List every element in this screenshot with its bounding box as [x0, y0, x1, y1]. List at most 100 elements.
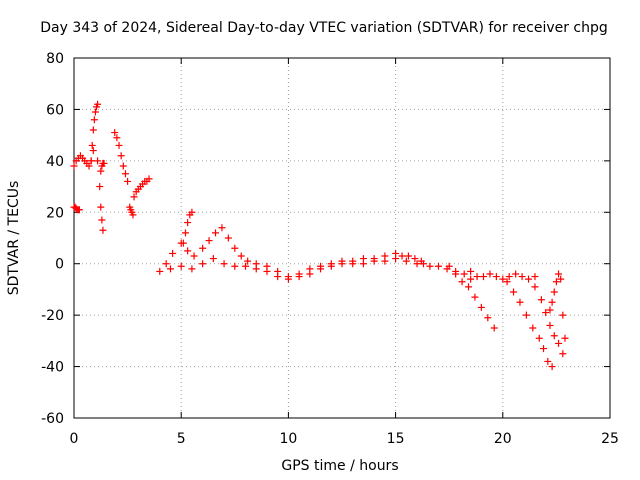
data-point — [98, 216, 106, 224]
x-tick-label: 15 — [387, 431, 405, 447]
data-point — [317, 265, 325, 273]
x-tick-label: 20 — [494, 431, 512, 447]
data-point — [162, 260, 170, 268]
data-point — [97, 203, 105, 211]
data-point — [237, 252, 245, 260]
data-point — [94, 100, 102, 108]
data-point — [129, 211, 137, 219]
data-point — [557, 275, 565, 283]
data-point — [90, 116, 98, 124]
data-point — [370, 257, 378, 265]
data-point — [452, 270, 460, 278]
y-tick-label: 20 — [46, 205, 64, 221]
data-point — [490, 324, 498, 332]
data-point — [531, 283, 539, 291]
x-tick-label: 10 — [279, 431, 297, 447]
data-point — [486, 270, 494, 278]
data-point — [209, 255, 217, 263]
data-point — [111, 129, 119, 137]
data-point — [85, 162, 93, 170]
data-point — [181, 229, 189, 237]
data-point — [398, 252, 406, 260]
data-point — [188, 265, 196, 273]
data-point — [550, 332, 558, 340]
data-point — [349, 260, 357, 268]
data-point — [263, 267, 271, 275]
data-point — [542, 309, 550, 317]
data-point — [113, 134, 121, 142]
data-point — [445, 262, 453, 270]
data-point — [529, 324, 537, 332]
data-point — [188, 208, 196, 216]
data-point — [97, 167, 105, 175]
data-point — [199, 260, 207, 268]
data-point — [503, 278, 511, 286]
data-point — [535, 334, 543, 342]
data-point — [145, 175, 153, 183]
data-point — [559, 350, 567, 358]
data-point — [115, 141, 123, 149]
x-axis-label: GPS time / hours — [281, 458, 398, 474]
data-point — [544, 357, 552, 365]
data-point — [177, 262, 185, 270]
x-tick-label: 5 — [177, 431, 186, 447]
data-point — [492, 273, 500, 281]
series-arc-3 — [126, 203, 137, 219]
data-point — [512, 270, 520, 278]
data-point — [525, 275, 533, 283]
y-tick-label: -40 — [41, 360, 64, 376]
data-point — [89, 147, 97, 155]
y-tick-label: -20 — [41, 308, 64, 324]
series-arc-late-c — [467, 270, 539, 283]
data-point — [499, 275, 507, 283]
data-point — [505, 273, 513, 281]
data-point — [224, 234, 232, 242]
data-point — [295, 273, 303, 281]
data-point — [411, 255, 419, 263]
data-point — [480, 273, 488, 281]
y-axis-label: SDTVAR / TECUs — [6, 181, 22, 296]
data-point — [199, 244, 207, 252]
data-point — [477, 303, 485, 311]
data-point — [212, 229, 220, 237]
data-point — [166, 265, 174, 273]
data-point — [190, 252, 198, 260]
data-point — [218, 224, 226, 232]
data-points — [70, 100, 569, 371]
data-point — [550, 288, 558, 296]
data-point — [546, 321, 554, 329]
data-point — [559, 311, 567, 319]
data-point — [404, 252, 412, 260]
data-point — [156, 267, 164, 275]
series-arc-late-b — [445, 262, 498, 332]
x-tick-label: 0 — [70, 431, 79, 447]
x-tick-label: 25 — [601, 431, 619, 447]
series-arc-early-low — [70, 203, 83, 214]
grid — [74, 58, 610, 418]
y-tick-label: -60 — [41, 411, 64, 427]
data-point — [555, 270, 563, 278]
data-point — [220, 260, 228, 268]
series-arc-4 — [130, 175, 153, 201]
data-point — [75, 206, 83, 214]
data-point — [473, 273, 481, 281]
data-point — [552, 278, 560, 286]
data-point — [284, 275, 292, 283]
data-point — [402, 257, 410, 265]
data-point — [548, 298, 556, 306]
data-point — [184, 219, 192, 227]
chart-title: Day 343 of 2024, Sidereal Day-to-day VTE… — [40, 20, 608, 36]
data-point — [242, 262, 250, 270]
data-point — [169, 249, 177, 257]
data-point — [555, 339, 563, 347]
y-tick-label: 80 — [46, 51, 64, 67]
series-arc-late-a — [419, 260, 475, 278]
data-point — [458, 278, 466, 286]
y-tick-label: 0 — [55, 257, 64, 273]
data-point — [306, 270, 314, 278]
y-tick-label: 40 — [46, 154, 64, 170]
data-point — [540, 345, 548, 353]
plot-frame — [73, 57, 611, 419]
data-point — [537, 296, 545, 304]
